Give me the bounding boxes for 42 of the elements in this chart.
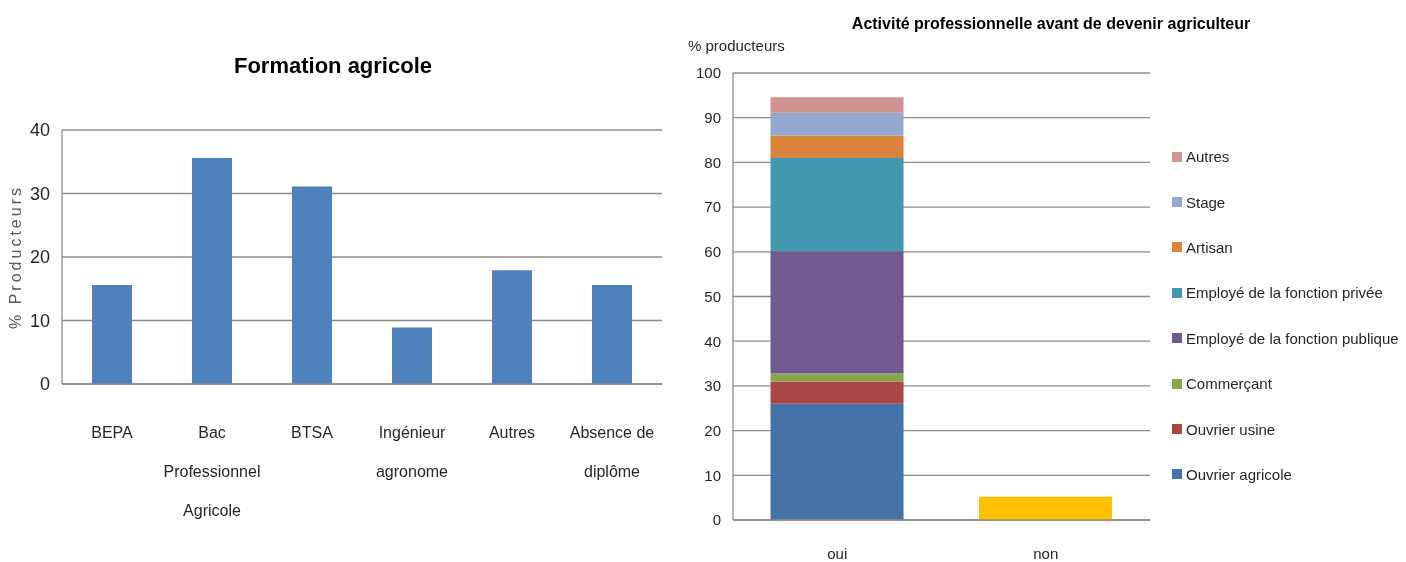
legend-label: Employé de la fonction publique — [1186, 329, 1399, 347]
chart-title: Formation agricole — [232, 53, 433, 79]
legend-label: Artisan — [1186, 238, 1233, 256]
x-tick-label: Autres — [488, 424, 536, 441]
x-tick-label: oui — [827, 545, 848, 562]
y-tick-label: 30 — [704, 377, 721, 395]
y-tick-label: 20 — [29, 247, 50, 268]
bar — [292, 186, 332, 384]
category-label: Ingénieur agronome — [375, 424, 449, 480]
y-tick-label: 20 — [704, 421, 721, 439]
y-tick-label: 40 — [29, 120, 50, 141]
legend-label: Employé de la fonction privée — [1186, 284, 1383, 302]
bar — [92, 284, 132, 384]
y-tick-label: 30 — [29, 183, 50, 204]
category-label: Absence de diplôme — [569, 424, 655, 480]
legend-label: Commerçant — [1186, 375, 1272, 393]
bar — [192, 157, 232, 384]
y-tick-label: 90 — [704, 109, 721, 127]
category-label: Bac Professionnel Agricole — [163, 424, 261, 519]
y-tick-label: 10 — [29, 310, 50, 331]
x-tick-label: non — [1033, 545, 1059, 562]
y-tick-label: 0 — [712, 511, 721, 529]
x-tick-label: BEPA — [91, 424, 134, 441]
bar — [592, 284, 632, 384]
y-tick-label: 40 — [704, 332, 721, 350]
legend-label: Stage — [1186, 193, 1226, 211]
y-tick-label: 10 — [704, 466, 721, 484]
legend-label: Ouvrier agricole — [1186, 465, 1292, 483]
legend-label: Ouvrier usine — [1186, 420, 1276, 438]
y-tick-label: 70 — [704, 198, 721, 216]
y-axis-title: % producteurs — [688, 37, 785, 54]
chart-title: Activité professionnelle avant de devenir agriculteur — [850, 15, 1252, 33]
y-tick-label: 0 — [39, 374, 50, 395]
legend-label: Autres — [1186, 148, 1230, 166]
bar — [492, 270, 532, 384]
y-tick-label: 100 — [695, 64, 721, 82]
x-tick-label: BTSA — [291, 424, 334, 441]
y-axis-title: % Producteurs — [7, 185, 25, 329]
y-tick-label: 80 — [704, 153, 721, 171]
y-tick-label: 60 — [704, 243, 721, 261]
bar — [392, 327, 432, 384]
y-tick-label: 50 — [704, 287, 721, 305]
